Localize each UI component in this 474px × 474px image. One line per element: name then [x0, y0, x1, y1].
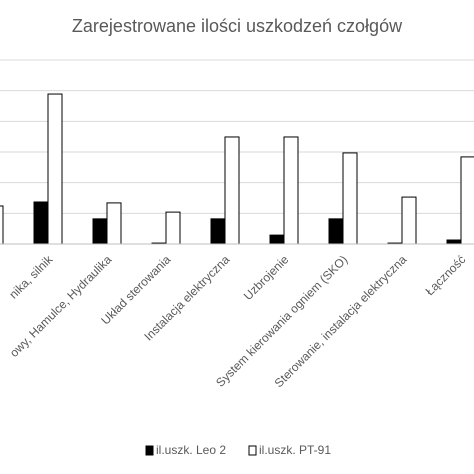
bar	[106, 202, 122, 245]
bar	[33, 201, 49, 245]
legend-label: il.uszk. Leo 2	[156, 443, 226, 457]
chart-title: Zarejestrowane ilości uszkodzeń czołgów	[72, 16, 403, 36]
bar	[401, 196, 417, 245]
bar	[165, 211, 181, 245]
bar	[342, 152, 358, 245]
x-tick-label: nika, silnik	[6, 252, 56, 302]
bar	[269, 234, 285, 245]
legend-swatch	[145, 445, 154, 456]
bar	[328, 218, 344, 245]
legend-swatch	[248, 445, 257, 456]
x-tick-label: owy, Hamulce, Hydraulika	[7, 252, 115, 360]
bar	[224, 136, 240, 245]
x-tick-label: Uzbrojenie	[241, 252, 292, 303]
bar	[460, 156, 474, 245]
legend-label: il.uszk. PT-91	[259, 443, 331, 457]
x-tick-label: Łączność	[423, 252, 469, 298]
bar	[47, 93, 63, 245]
bar	[446, 239, 462, 245]
x-tick-label: Sterowanie, instalacja elektryczna	[272, 252, 410, 390]
bar	[210, 218, 226, 245]
bar	[0, 205, 4, 245]
bar	[92, 218, 108, 245]
bar	[283, 136, 299, 245]
